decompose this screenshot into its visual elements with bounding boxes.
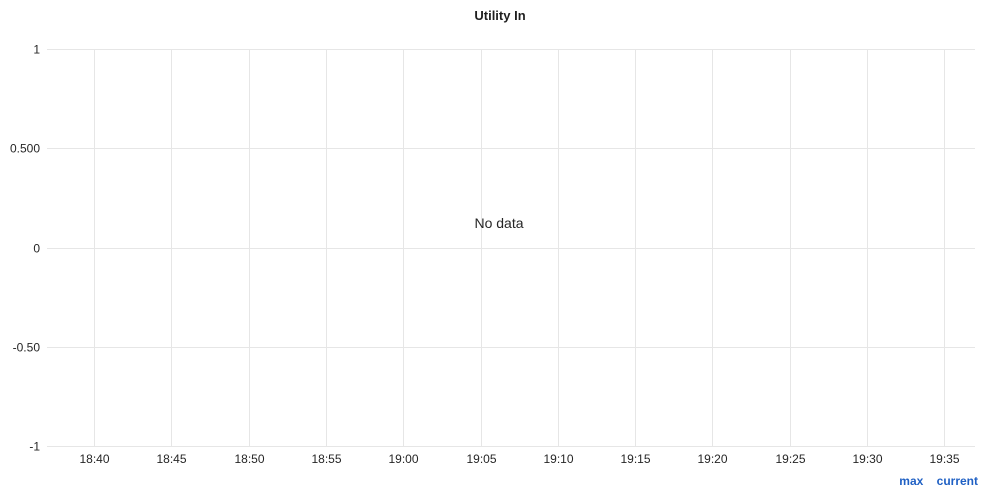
y-tick-label: -1 xyxy=(29,440,40,454)
y-grid xyxy=(47,49,975,447)
x-tick-label: 18:55 xyxy=(311,452,341,466)
x-tick-label: 18:40 xyxy=(79,452,109,466)
x-tick-label: 19:05 xyxy=(466,452,496,466)
x-axis: 18:40 18:45 18:50 18:55 19:00 19:05 19:10 19:15… xyxy=(79,452,959,466)
x-tick-label: 18:50 xyxy=(234,452,264,466)
y-tick-label: -0.50 xyxy=(13,341,41,355)
y-tick-label: 1 xyxy=(33,43,40,57)
x-tick-label: 19:25 xyxy=(775,452,805,466)
y-axis: 1 0.500 0 -0.50 -1 xyxy=(10,43,40,454)
y-tick-label: 0.500 xyxy=(10,142,40,156)
x-tick-label: 18:45 xyxy=(156,452,186,466)
legend: max current xyxy=(889,474,978,488)
legend-column-current[interactable]: current xyxy=(936,474,978,488)
x-tick-label: 19:20 xyxy=(697,452,727,466)
x-tick-label: 19:30 xyxy=(852,452,882,466)
x-tick-label: 19:10 xyxy=(543,452,573,466)
x-grid xyxy=(94,49,945,446)
x-tick-label: 19:00 xyxy=(388,452,418,466)
x-tick-label: 19:15 xyxy=(620,452,650,466)
x-tick-label: 19:35 xyxy=(929,452,959,466)
y-tick-label: 0 xyxy=(33,242,40,256)
legend-column-max[interactable]: max xyxy=(899,474,924,488)
panel-title[interactable]: Utility In xyxy=(474,8,526,23)
no-data-message: No data xyxy=(474,215,524,231)
